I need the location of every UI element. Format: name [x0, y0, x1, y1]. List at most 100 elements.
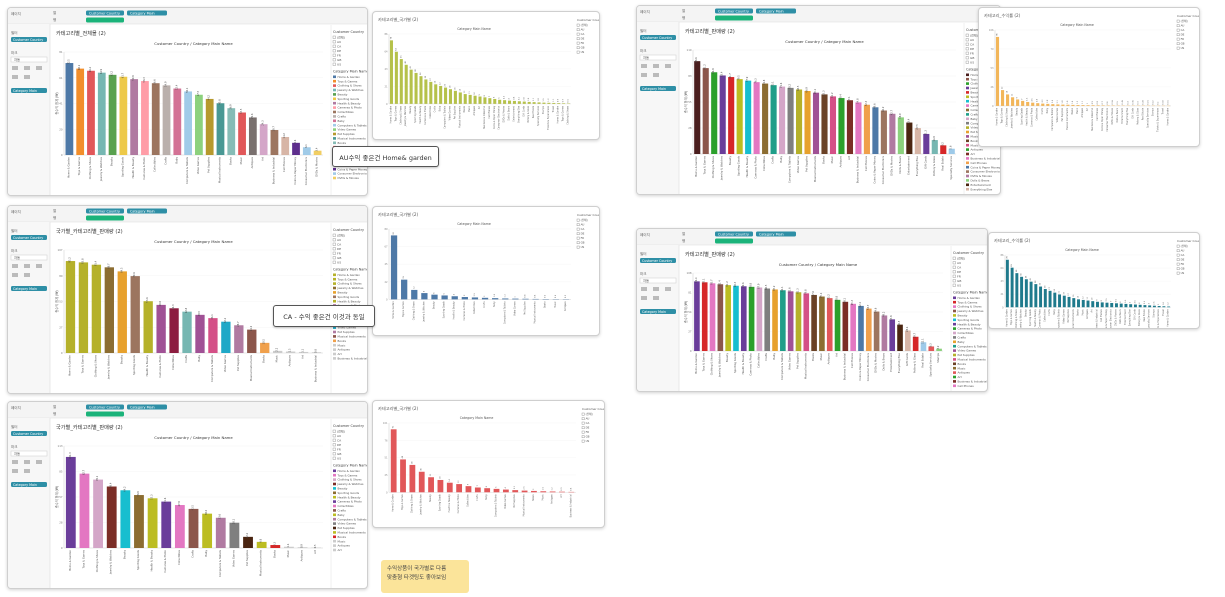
x-tick-label: Entertainment — [906, 156, 910, 175]
legend-label: Art — [958, 375, 963, 379]
color-pill-text: Category Main — [642, 310, 666, 314]
small-bar-value: 8 — [423, 290, 425, 292]
small-chart-card-2[interactable]: 카테고리별_국가별 (2) Category Main Name Customer … — [372, 206, 600, 336]
small-country-checkbox — [576, 241, 580, 244]
bar-29 — [912, 336, 919, 351]
legend-swatch — [333, 273, 336, 277]
legend-swatch — [953, 375, 956, 379]
small-chart-title: Category Main Name — [1065, 248, 1099, 252]
small-bar-9 — [471, 297, 479, 300]
filter-pill-text: Customer Country — [13, 432, 43, 436]
small-chart-card-3[interactable]: 카테고리별_국가별 (2) Category Main Name Customer … — [372, 400, 605, 528]
small-chart-card-4[interactable]: 카테고리_수익률 (2) Category Main Name Customer C… — [978, 7, 1200, 147]
legend-label: Jewelry & Watches — [337, 88, 365, 92]
color-pill — [640, 86, 676, 91]
legend-label: Music — [338, 539, 346, 543]
au-note-callout[interactable]: AU수익 좋은건 Home& garden — [332, 146, 439, 167]
legend-swatch — [333, 531, 336, 534]
x-tick-label: Home & Garden — [67, 355, 71, 376]
bar-value-label: 58.3 — [143, 77, 146, 83]
bar-28 — [923, 133, 930, 154]
bar-value-label: 68.5 — [797, 85, 800, 91]
small-chart-card-5[interactable]: 카테고리_수익률 (2) Category Main Name Customer C… — [988, 232, 1200, 329]
legend-swatch — [953, 300, 956, 304]
small-bar-14 — [522, 298, 529, 300]
legend-label: Cell Phones — [958, 384, 975, 388]
legend-label: Sporting Goods — [958, 318, 980, 322]
small-x-tick: Sporting Goods — [414, 105, 417, 123]
small-x-tick: Crafts — [1041, 107, 1044, 114]
small-bar-value: 12 — [413, 286, 415, 289]
legend-label: Antiques — [338, 348, 351, 352]
worksheet-card-5[interactable]: 열 행 Customer Country Category Main 페이지 필터 Cust… — [636, 228, 988, 392]
country-checkbox — [965, 51, 969, 55]
bar-value-label: 33.4 — [907, 118, 910, 124]
small-x-tick: Dolls & Bears — [1119, 308, 1122, 324]
bar-value-label: 70.2 — [789, 84, 792, 90]
small-bar-value: 14 — [449, 478, 451, 481]
x-tick-label: Sporting Goods — [132, 354, 136, 375]
bar-value-label: 57.1 — [848, 96, 851, 102]
filter-pill-text: Customer Country — [13, 236, 43, 240]
small-bar-value: 27 — [1049, 287, 1051, 290]
bar-value-label: 66.9 — [806, 87, 809, 93]
x-tick-label: Pet Supplies — [245, 549, 249, 566]
country-option: (전체) — [337, 232, 345, 237]
marks-card-icon — [641, 73, 647, 77]
filters-label: 필터 — [11, 424, 18, 429]
x-tick-label: Health & Beauty — [131, 157, 135, 179]
bar-30 — [920, 342, 927, 351]
legend-swatch — [333, 526, 336, 530]
y-tick-label: 113 — [58, 444, 63, 448]
x-tick-label: Cameras & Photo — [163, 550, 167, 573]
rows-shelf-label: 행 — [53, 411, 56, 416]
small-bar-value: 18 — [449, 85, 451, 88]
worksheet-card-2[interactable]: 열 행 Customer Country Category Main 페이지 필터 Cust… — [7, 205, 368, 394]
small-chart-card-1[interactable]: 카테고리별_국가별 (2) Category Main Name Customer … — [372, 11, 600, 140]
bar-24 — [873, 311, 880, 351]
bar-17 — [829, 96, 837, 154]
small-x-tick: Home & Garden — [1166, 107, 1169, 125]
bar-5 — [117, 271, 127, 353]
small-bar-31 — [1148, 305, 1152, 308]
small-x-tick: Collectibles — [473, 301, 476, 314]
small-bar-value: 3.5 — [1144, 300, 1146, 304]
small-country-checkbox — [576, 245, 580, 249]
y-tick-label: 0 — [61, 351, 63, 355]
worksheet-card-1[interactable]: 열 행 Customer Country Category Main 페이지 필터 Cust… — [7, 7, 368, 196]
bar-8 — [748, 286, 755, 351]
small-country-option: CA — [1181, 253, 1185, 257]
x-tick-label: Cameras & Photo — [749, 353, 753, 376]
small-x-tick: Tickets & Experiences — [1156, 107, 1159, 132]
bar-value-label: 81.3 — [796, 288, 799, 294]
small-x-tick: Home & Garden — [392, 301, 395, 319]
small-x-tick: Beauty — [1016, 107, 1019, 115]
bar-value-label: 92.4 — [718, 280, 721, 286]
insight-sticky-note[interactable]: 수익상품이 국가별로 다름 맞춤형 타겟팅도 좋아보임 — [381, 560, 469, 593]
small-bar-value: 0.5 — [1117, 101, 1119, 105]
country-checkbox — [332, 233, 336, 237]
small-bar-15 — [1072, 298, 1076, 308]
worksheet-card-4[interactable]: 열 행 Customer Country Category Main 페이지 필터 Cust… — [636, 5, 1001, 195]
small-bar-27 — [517, 101, 521, 104]
small-country-option: AU — [581, 28, 585, 32]
rows-shelf-label: 행 — [682, 15, 685, 20]
measure-pill — [715, 238, 753, 244]
small-bar-8 — [1031, 102, 1035, 106]
ca-note-callout[interactable]: CA - 수익 좋은건 이것과 동일 — [273, 305, 375, 327]
small-x-tick: Crafts — [483, 301, 486, 308]
small-x-tick: Consumer Electronics — [498, 105, 501, 130]
small-bar-value: 1.8 — [1062, 100, 1064, 104]
small-bar-value: 5 — [496, 486, 498, 488]
country-checkbox — [952, 256, 956, 260]
worksheet-card-3[interactable]: 열 행 Customer Country Category Main 페이지 필터 Cust… — [7, 401, 368, 589]
bar-15 — [812, 92, 820, 154]
x-tick-label: Everything Else — [897, 353, 901, 374]
small-x-tick: Baby — [1046, 107, 1049, 113]
small-bar-value: 1 — [514, 296, 516, 298]
small-x-tick: Video Games — [1056, 107, 1059, 122]
category-pill — [127, 208, 167, 214]
small-chart-svg-1: 카테고리별_국가별 (2) Category Main Name Customer … — [378, 16, 599, 130]
legend-swatch — [966, 165, 969, 169]
small-bar-27 — [1129, 304, 1133, 308]
